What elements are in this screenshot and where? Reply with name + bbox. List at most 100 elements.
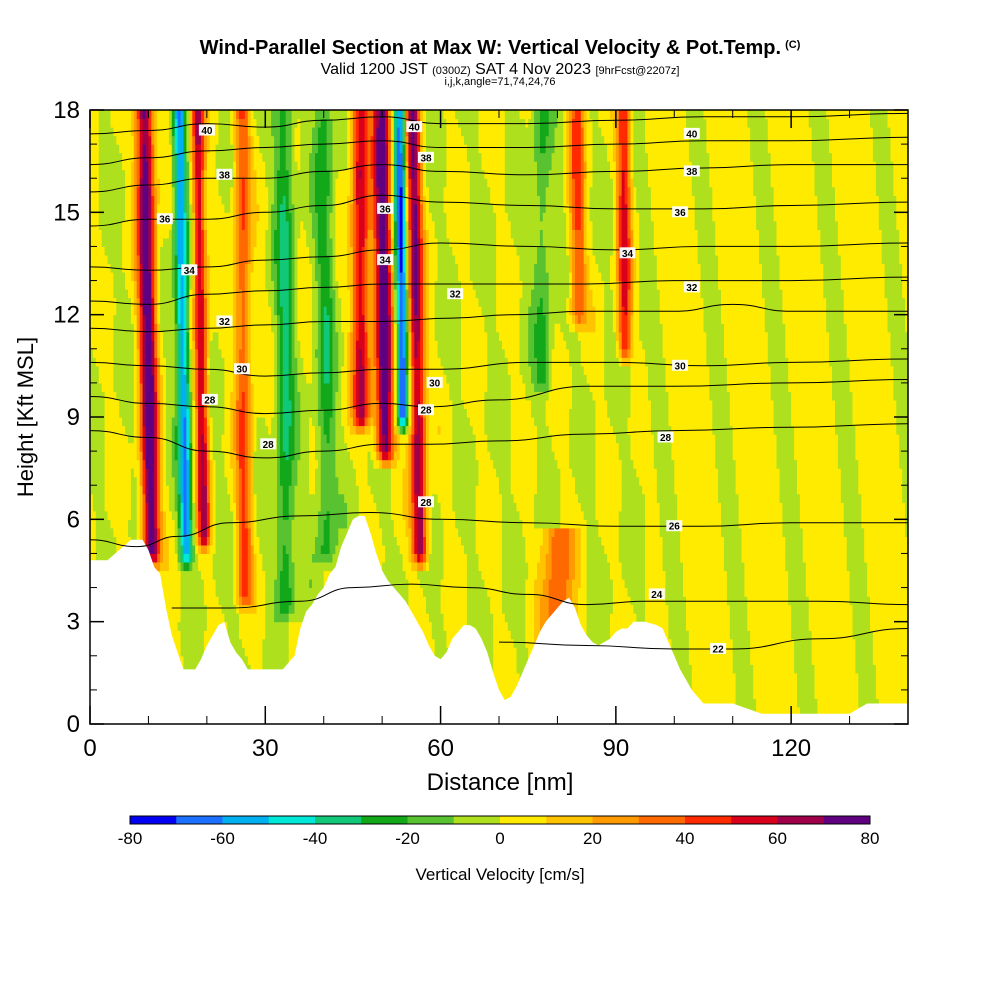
w-cell — [119, 186, 123, 196]
w-cell — [113, 314, 117, 324]
w-cell — [215, 237, 220, 247]
w-cell — [110, 135, 114, 145]
w-cell — [198, 297, 202, 307]
w-cell — [271, 237, 275, 247]
w-cell — [195, 237, 199, 247]
w-cell — [271, 519, 275, 529]
w-cell — [259, 476, 263, 486]
w-cell — [186, 630, 190, 640]
w-cell — [224, 570, 228, 580]
w-cell — [130, 178, 135, 188]
w-cell — [227, 255, 231, 265]
w-cell — [116, 382, 120, 392]
w-cell — [203, 220, 208, 230]
w-cell — [230, 161, 234, 171]
w-cell — [180, 135, 185, 145]
w-cell — [130, 246, 135, 256]
w-cell — [92, 374, 97, 384]
w-cell — [236, 340, 240, 350]
w-cell — [206, 263, 211, 273]
w-cell — [227, 425, 231, 435]
w-cell — [92, 203, 97, 213]
w-cell — [285, 237, 290, 247]
w-cell — [90, 357, 94, 367]
w-cell — [113, 212, 117, 222]
w-cell — [177, 246, 182, 256]
w-cell — [183, 630, 187, 640]
w-cell — [206, 246, 211, 256]
w-cell — [145, 297, 149, 307]
w-cell — [177, 519, 182, 529]
w-cell — [110, 331, 114, 341]
w-cell — [180, 587, 185, 597]
w-cell — [224, 127, 228, 137]
w-cell — [163, 527, 167, 537]
w-cell — [154, 340, 158, 350]
w-cell — [218, 604, 222, 614]
w-cell — [171, 255, 176, 265]
w-cell — [157, 527, 161, 537]
w-cell — [90, 399, 94, 409]
w-cell — [125, 144, 129, 154]
w-cell — [148, 348, 152, 358]
w-cell — [125, 169, 129, 179]
w-cell — [119, 255, 123, 265]
w-cell — [271, 220, 275, 230]
w-cell — [171, 340, 176, 350]
w-cell — [166, 237, 170, 247]
w-cell — [271, 348, 275, 358]
w-cell — [230, 127, 234, 137]
w-cell — [236, 638, 240, 648]
w-cell — [236, 289, 240, 299]
w-cell — [233, 280, 237, 290]
w-cell — [189, 408, 193, 418]
w-cell — [203, 630, 208, 640]
w-cell — [133, 229, 138, 239]
w-cell — [113, 127, 117, 137]
w-cell — [212, 451, 217, 461]
w-cell — [174, 220, 179, 230]
w-cell — [128, 229, 132, 239]
w-cell — [98, 272, 103, 282]
w-cell — [233, 348, 237, 358]
w-cell — [90, 417, 94, 427]
w-cell — [139, 135, 144, 145]
w-cell — [236, 613, 240, 623]
w-cell — [92, 144, 97, 154]
w-cell — [168, 297, 173, 307]
w-cell — [163, 579, 167, 589]
w-cell — [119, 408, 123, 418]
w-cell — [189, 604, 193, 614]
w-cell — [224, 519, 228, 529]
w-cell — [163, 220, 167, 230]
w-cell — [157, 451, 161, 461]
w-cell — [139, 451, 144, 461]
w-cell — [192, 647, 196, 657]
w-cell — [130, 459, 135, 469]
w-cell — [201, 519, 205, 529]
w-cell — [133, 459, 138, 469]
w-cell — [198, 655, 202, 665]
w-cell — [224, 442, 228, 452]
w-cell — [271, 630, 275, 640]
w-cell — [128, 408, 132, 418]
w-cell — [233, 536, 237, 546]
w-cell — [160, 144, 164, 154]
w-cell — [189, 323, 193, 333]
w-cell — [198, 110, 202, 120]
w-cell — [212, 434, 217, 444]
w-cell — [233, 314, 237, 324]
w-cell — [186, 485, 190, 495]
w-cell — [110, 536, 114, 546]
w-cell — [224, 382, 228, 392]
w-cell — [95, 417, 100, 427]
w-cell — [157, 391, 161, 401]
w-cell — [285, 425, 290, 435]
w-cell — [285, 340, 290, 350]
w-cell — [236, 417, 240, 427]
w-cell — [98, 314, 103, 324]
w-cell — [209, 195, 214, 205]
chart-title: Wind-Parallel Section at Max W: Vertical… — [0, 37, 1000, 60]
w-cell — [206, 451, 211, 461]
w-cell — [136, 485, 141, 495]
